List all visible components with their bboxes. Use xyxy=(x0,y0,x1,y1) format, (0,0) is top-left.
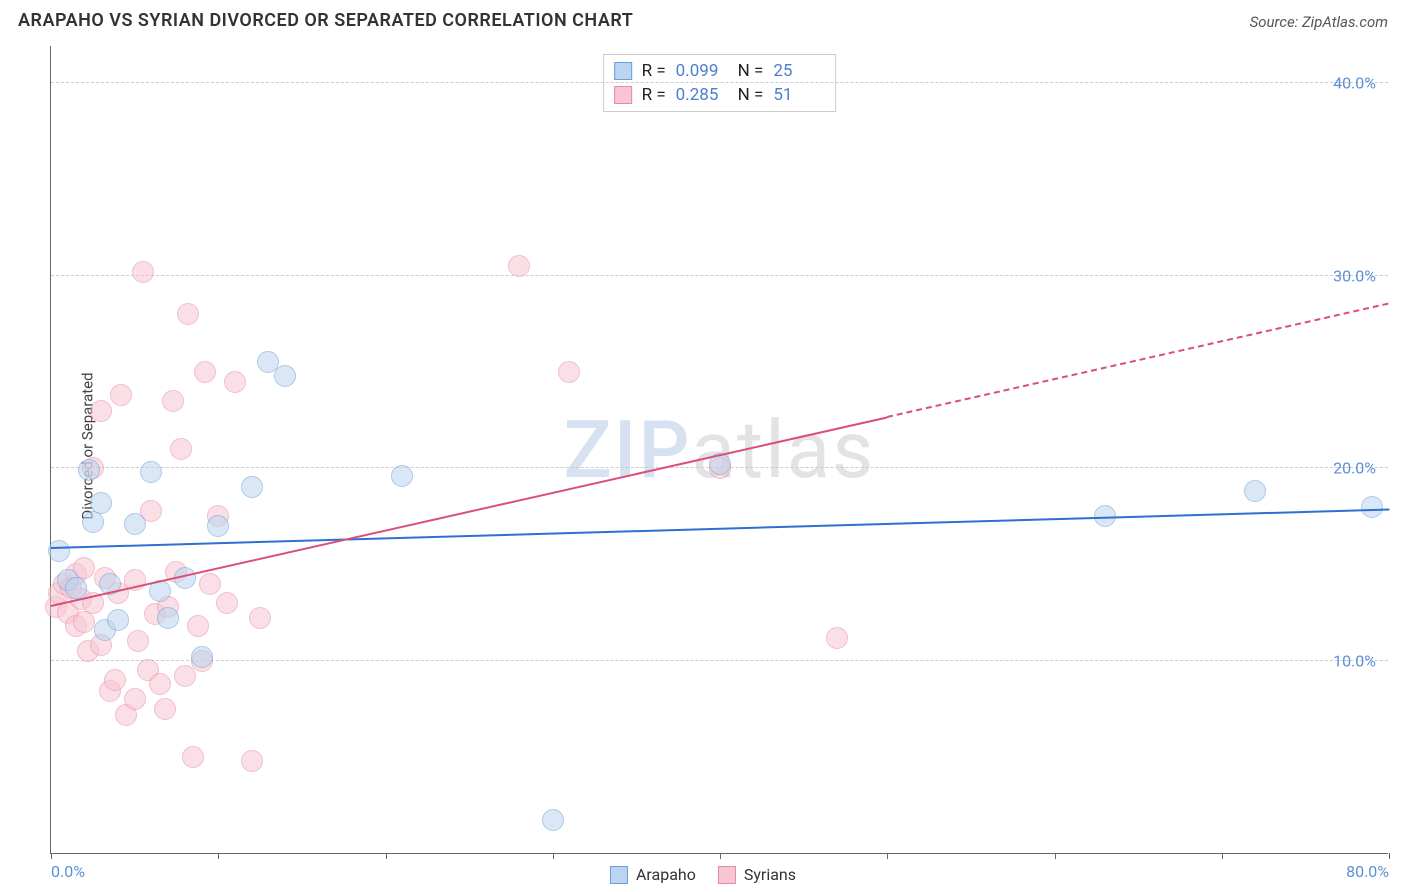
swatch-syrians xyxy=(614,86,632,104)
x-tick xyxy=(1222,853,1223,859)
scatter-point-syrians xyxy=(224,371,246,393)
scatter-point-arapaho xyxy=(78,459,100,481)
scatter-point-arapaho xyxy=(82,511,104,533)
scatter-point-arapaho xyxy=(1244,480,1266,502)
bottom-legend: Arapaho Syrians xyxy=(610,865,796,884)
x-tick xyxy=(553,853,554,859)
scatter-point-syrians xyxy=(199,573,221,595)
scatter-point-syrians xyxy=(104,669,126,691)
scatter-point-arapaho xyxy=(65,577,87,599)
scatter-point-syrians xyxy=(826,627,848,649)
x-tick xyxy=(1389,853,1390,859)
trendline-arapaho xyxy=(51,509,1389,549)
x-tick-label-max: 80.0% xyxy=(1346,862,1389,881)
gridline-horizontal xyxy=(51,275,1388,276)
scatter-point-arapaho xyxy=(274,365,296,387)
scatter-point-arapaho xyxy=(241,476,263,498)
watermark: ZIPatlas xyxy=(564,403,876,497)
scatter-point-syrians xyxy=(149,673,171,695)
scatter-point-syrians xyxy=(182,746,204,768)
scatter-point-syrians xyxy=(174,665,196,687)
scatter-point-arapaho xyxy=(1361,496,1383,518)
scatter-point-syrians xyxy=(508,255,530,277)
scatter-point-arapaho xyxy=(191,646,213,668)
scatter-point-syrians xyxy=(216,592,238,614)
swatch-arapaho xyxy=(614,62,632,80)
scatter-point-syrians xyxy=(154,698,176,720)
chart-title: ARAPAHO VS SYRIAN DIVORCED OR SEPARATED … xyxy=(18,10,633,31)
scatter-point-syrians xyxy=(194,361,216,383)
scatter-point-syrians xyxy=(127,630,149,652)
gridline-horizontal xyxy=(51,82,1388,83)
chart-plot-area: ZIPatlas R = 0.099 N = 25 R = 0.285 N = … xyxy=(50,46,1388,854)
y-tick-label: 30.0% xyxy=(1333,266,1376,285)
scatter-point-syrians xyxy=(90,400,112,422)
scatter-point-arapaho xyxy=(48,540,70,562)
scatter-point-arapaho xyxy=(90,492,112,514)
scatter-point-arapaho xyxy=(124,513,146,535)
trendline-syrians-extrapolated xyxy=(887,303,1389,418)
scatter-point-syrians xyxy=(170,438,192,460)
chart-source: Source: ZipAtlas.com xyxy=(1250,13,1388,31)
scatter-point-arapaho xyxy=(140,461,162,483)
stats-row-syrians: R = 0.285 N = 51 xyxy=(614,83,826,107)
scatter-point-syrians xyxy=(177,303,199,325)
scatter-point-syrians xyxy=(241,750,263,772)
gridline-horizontal xyxy=(51,660,1388,661)
scatter-point-arapaho xyxy=(207,515,229,537)
x-tick-label-min: 0.0% xyxy=(51,862,85,881)
scatter-point-syrians xyxy=(558,361,580,383)
x-tick xyxy=(51,853,52,859)
swatch-arapaho xyxy=(610,866,628,884)
stats-row-arapaho: R = 0.099 N = 25 xyxy=(614,59,826,83)
x-tick xyxy=(218,853,219,859)
scatter-point-syrians xyxy=(249,607,271,629)
y-tick-label: 40.0% xyxy=(1333,74,1376,93)
x-tick xyxy=(1055,853,1056,859)
scatter-point-syrians xyxy=(187,615,209,637)
scatter-point-syrians xyxy=(73,611,95,633)
x-tick xyxy=(720,853,721,859)
scatter-point-syrians xyxy=(110,384,132,406)
scatter-point-arapaho xyxy=(542,809,564,831)
scatter-point-arapaho xyxy=(157,607,179,629)
y-tick-label: 10.0% xyxy=(1333,651,1376,670)
legend-item-syrians: Syrians xyxy=(718,865,796,884)
x-tick xyxy=(386,853,387,859)
x-tick xyxy=(887,853,888,859)
scatter-point-syrians xyxy=(124,688,146,710)
legend-item-arapaho: Arapaho xyxy=(610,865,696,884)
y-tick-label: 20.0% xyxy=(1333,459,1376,478)
scatter-point-arapaho xyxy=(391,465,413,487)
scatter-point-syrians xyxy=(162,390,184,412)
scatter-point-arapaho xyxy=(107,609,129,631)
scatter-point-syrians xyxy=(132,261,154,283)
swatch-syrians xyxy=(718,866,736,884)
